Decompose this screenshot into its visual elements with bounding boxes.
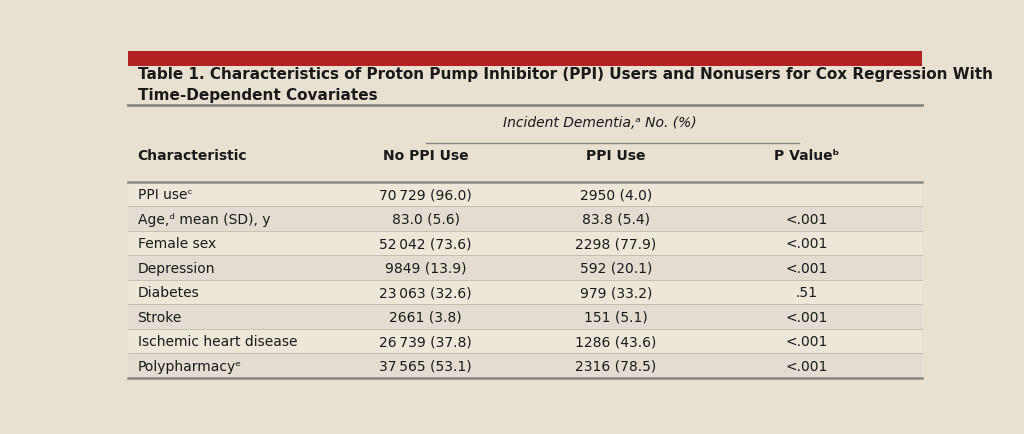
Text: 592 (20.1): 592 (20.1) xyxy=(580,261,652,275)
Text: <.001: <.001 xyxy=(785,334,827,348)
Text: 151 (5.1): 151 (5.1) xyxy=(584,310,648,324)
Text: 2661 (3.8): 2661 (3.8) xyxy=(389,310,462,324)
FancyBboxPatch shape xyxy=(128,52,922,67)
Text: 23 063 (32.6): 23 063 (32.6) xyxy=(379,286,472,299)
Text: Characteristic: Characteristic xyxy=(137,149,247,163)
Text: Female sex: Female sex xyxy=(137,237,216,250)
Text: <.001: <.001 xyxy=(785,237,827,250)
FancyBboxPatch shape xyxy=(128,207,922,231)
FancyBboxPatch shape xyxy=(128,305,922,329)
Text: Age,ᵈ mean (SD), y: Age,ᵈ mean (SD), y xyxy=(137,212,270,226)
FancyBboxPatch shape xyxy=(128,231,922,256)
Text: 2298 (77.9): 2298 (77.9) xyxy=(575,237,656,250)
Text: Depression: Depression xyxy=(137,261,215,275)
FancyBboxPatch shape xyxy=(128,280,922,305)
Text: <.001: <.001 xyxy=(785,310,827,324)
Text: Diabetes: Diabetes xyxy=(137,286,200,299)
FancyBboxPatch shape xyxy=(128,329,922,353)
Text: Time-Dependent Covariates: Time-Dependent Covariates xyxy=(137,88,377,103)
Text: 83.8 (5.4): 83.8 (5.4) xyxy=(582,212,650,226)
Text: PPI useᶜ: PPI useᶜ xyxy=(137,187,193,202)
Text: 979 (33.2): 979 (33.2) xyxy=(580,286,652,299)
Text: 37 565 (53.1): 37 565 (53.1) xyxy=(379,359,472,373)
Text: Incident Dementia,ᵃ No. (%): Incident Dementia,ᵃ No. (%) xyxy=(504,115,697,129)
Text: 9849 (13.9): 9849 (13.9) xyxy=(385,261,466,275)
FancyBboxPatch shape xyxy=(128,182,922,207)
Text: <.001: <.001 xyxy=(785,359,827,373)
Text: <.001: <.001 xyxy=(785,212,827,226)
Text: Ischemic heart disease: Ischemic heart disease xyxy=(137,334,297,348)
Text: 70 729 (96.0): 70 729 (96.0) xyxy=(379,187,472,202)
FancyBboxPatch shape xyxy=(128,256,922,280)
Text: 1286 (43.6): 1286 (43.6) xyxy=(575,334,656,348)
Text: P Valueᵇ: P Valueᵇ xyxy=(774,149,839,163)
Text: 26 739 (37.8): 26 739 (37.8) xyxy=(379,334,472,348)
Text: .51: .51 xyxy=(796,286,817,299)
Text: 52 042 (73.6): 52 042 (73.6) xyxy=(379,237,472,250)
Text: 83.0 (5.6): 83.0 (5.6) xyxy=(391,212,460,226)
Text: Table 1. Characteristics of Proton Pump Inhibitor (PPI) Users and Nonusers for C: Table 1. Characteristics of Proton Pump … xyxy=(137,67,992,82)
Text: No PPI Use: No PPI Use xyxy=(383,149,468,163)
Text: Stroke: Stroke xyxy=(137,310,182,324)
Text: PPI Use: PPI Use xyxy=(587,149,646,163)
Text: 2950 (4.0): 2950 (4.0) xyxy=(580,187,652,202)
FancyBboxPatch shape xyxy=(128,353,922,378)
Text: Polypharmacyᵉ: Polypharmacyᵉ xyxy=(137,359,242,373)
Text: 2316 (78.5): 2316 (78.5) xyxy=(575,359,656,373)
Text: <.001: <.001 xyxy=(785,261,827,275)
